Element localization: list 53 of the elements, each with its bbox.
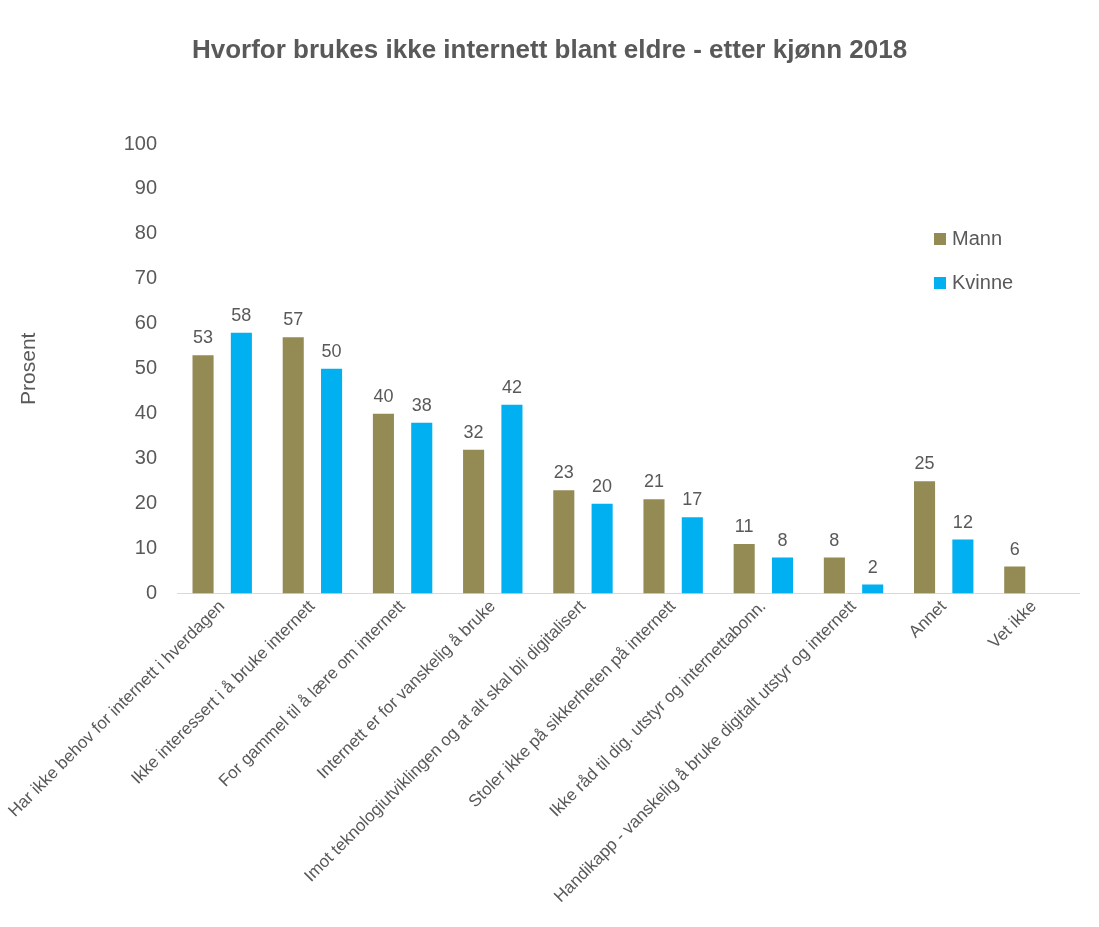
bar	[372, 413, 394, 594]
data-label: 21	[643, 471, 664, 492]
y-tick-label: 20	[134, 491, 158, 514]
data-label: 11	[734, 516, 754, 537]
y-tick-label: 70	[134, 266, 158, 289]
bar	[823, 557, 845, 594]
bar	[952, 539, 974, 594]
y-tick-label: 40	[134, 401, 158, 424]
bar	[553, 490, 575, 594]
data-label: 20	[592, 475, 613, 496]
bar	[914, 481, 936, 594]
data-label: 8	[777, 529, 788, 550]
data-label: 58	[231, 304, 252, 325]
data-label: 12	[952, 511, 973, 532]
y-axis-title: Prosent	[15, 332, 39, 405]
data-label: 50	[321, 340, 342, 361]
data-label: 57	[283, 309, 304, 330]
data-label: 23	[553, 462, 574, 483]
bar	[591, 503, 613, 594]
bar	[321, 368, 343, 594]
data-label: 42	[501, 376, 522, 397]
bar	[411, 422, 433, 594]
y-tick-label: 10	[134, 536, 158, 559]
data-label: 8	[829, 529, 840, 550]
data-label: 53	[193, 327, 214, 348]
y-tick-label: 60	[134, 311, 158, 334]
bar	[501, 404, 523, 594]
data-label: 17	[682, 489, 703, 510]
legend-label: Kvinne	[952, 270, 1014, 293]
data-label: 38	[411, 394, 432, 415]
data-label: 2	[867, 556, 878, 577]
bar	[230, 332, 252, 594]
data-label: 40	[373, 385, 394, 406]
y-tick-label: 50	[134, 356, 158, 379]
y-tick-label: 100	[123, 131, 158, 154]
bar	[733, 544, 755, 594]
y-tick-label: 80	[134, 221, 158, 244]
bar	[1004, 566, 1026, 594]
bar	[282, 337, 304, 594]
y-tick-label: 0	[145, 581, 158, 604]
chart-title: Hvorfor brukes ikke internett blant eldre - etter kjønn 2018	[190, 33, 909, 66]
data-label: 6	[1009, 538, 1020, 559]
bar	[463, 449, 485, 594]
bar	[643, 499, 665, 594]
y-tick-label: 30	[134, 446, 158, 469]
bar	[771, 557, 794, 594]
data-label: 25	[914, 453, 935, 474]
data-label: 32	[463, 421, 484, 442]
bar	[192, 355, 214, 594]
y-tick-label: 90	[134, 176, 158, 199]
x-tick-label: Vet ikke	[984, 596, 1041, 653]
bar	[681, 517, 703, 594]
legend-label: Mann	[952, 226, 1003, 249]
